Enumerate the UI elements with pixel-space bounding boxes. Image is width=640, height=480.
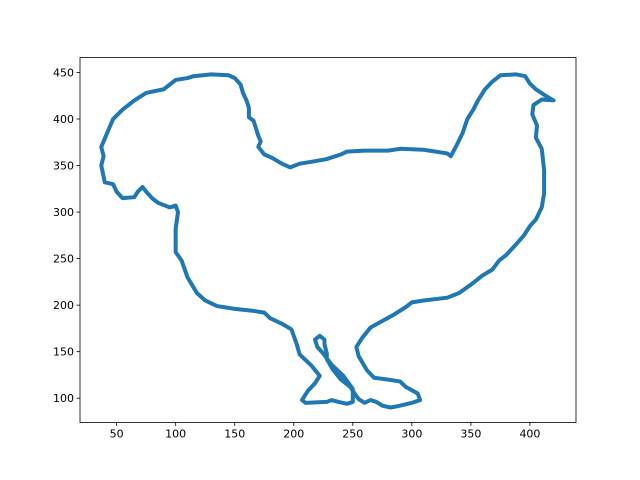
y-tick-label: 200 xyxy=(53,299,74,312)
y-tick-label: 150 xyxy=(53,346,74,359)
x-tick-label: 350 xyxy=(460,427,481,440)
y-tick-label: 450 xyxy=(53,66,74,79)
y-tick-label: 300 xyxy=(53,206,74,219)
x-tick-label: 400 xyxy=(519,427,540,440)
y-tick-label: 100 xyxy=(53,392,74,405)
y-tick-label: 400 xyxy=(53,113,74,126)
y-tick-label: 350 xyxy=(53,160,74,173)
x-tick-label: 300 xyxy=(401,427,422,440)
x-tick-label: 150 xyxy=(224,427,245,440)
axes-frame xyxy=(79,57,577,423)
data-line xyxy=(99,72,556,410)
x-tick-label: 200 xyxy=(283,427,304,440)
x-tick-label: 100 xyxy=(165,427,186,440)
y-tick-label: 250 xyxy=(53,253,74,266)
x-tick-label: 250 xyxy=(342,427,363,440)
x-tick-label: 50 xyxy=(110,427,124,440)
